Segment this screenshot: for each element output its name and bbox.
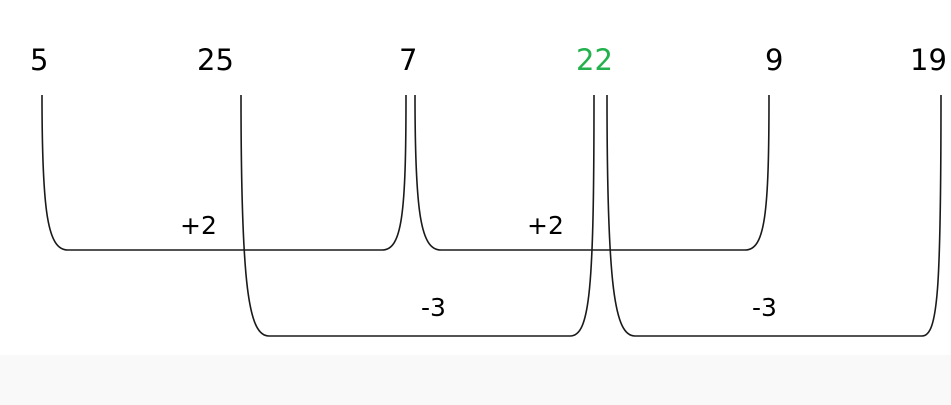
bottom-band bbox=[0, 355, 951, 405]
connector-bracket-25-to-22 bbox=[240, 94, 595, 337]
difference-label-7-to-9: +2 bbox=[527, 211, 564, 240]
sequence-number-4: 22 bbox=[576, 43, 613, 77]
difference-label-5-to-7: +2 bbox=[180, 211, 217, 240]
sequence-number-1: 5 bbox=[30, 43, 49, 77]
difference-label-22-to-19: -3 bbox=[752, 293, 777, 322]
sequence-number-2: 25 bbox=[197, 43, 234, 77]
sequence-number-3: 7 bbox=[399, 43, 418, 77]
sequence-number-5: 9 bbox=[765, 43, 784, 77]
connector-bracket-22-to-19 bbox=[606, 94, 942, 337]
sequence-number-6: 19 bbox=[910, 43, 947, 77]
connector-bracket-7-to-9 bbox=[414, 94, 770, 251]
difference-label-25-to-22: -3 bbox=[421, 293, 446, 322]
connector-bracket-5-to-7 bbox=[41, 94, 407, 251]
